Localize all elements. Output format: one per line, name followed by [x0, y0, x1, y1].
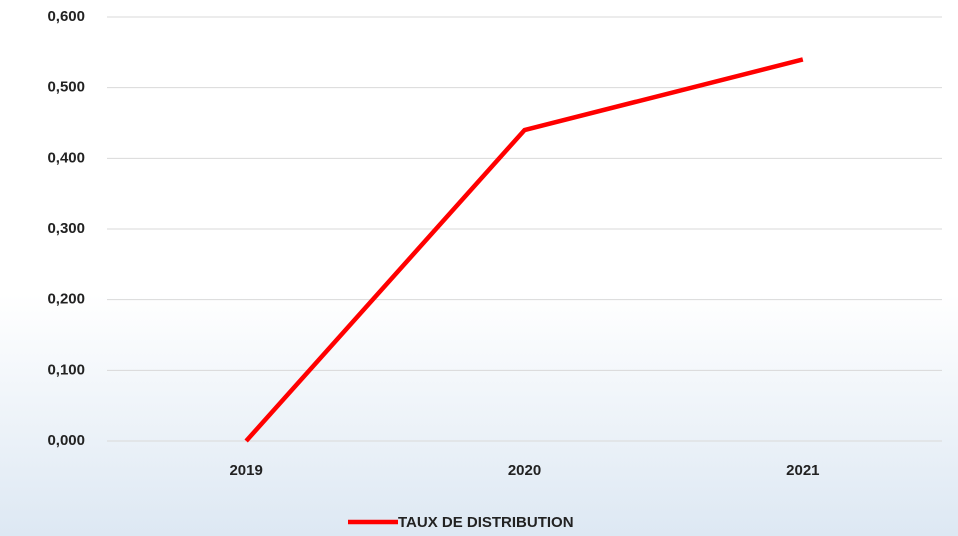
x-tick-label: 2019 — [229, 462, 262, 479]
data-line — [244, 57, 804, 443]
y-tick-label: 0,600 — [47, 8, 85, 25]
y-tick-label: 0,000 — [47, 432, 85, 449]
y-tick-label: 0,500 — [47, 79, 85, 96]
y-tick-label: 0,400 — [47, 149, 85, 166]
y-tick-label: 0,300 — [47, 220, 85, 237]
x-tick-label: 2021 — [786, 462, 819, 479]
y-tick-label: 0,100 — [47, 361, 85, 378]
y-tick-label: 0,200 — [47, 291, 85, 308]
x-tick-label: 2020 — [508, 462, 541, 479]
legend-label: TAUX DE DISTRIBUTION — [398, 514, 574, 531]
